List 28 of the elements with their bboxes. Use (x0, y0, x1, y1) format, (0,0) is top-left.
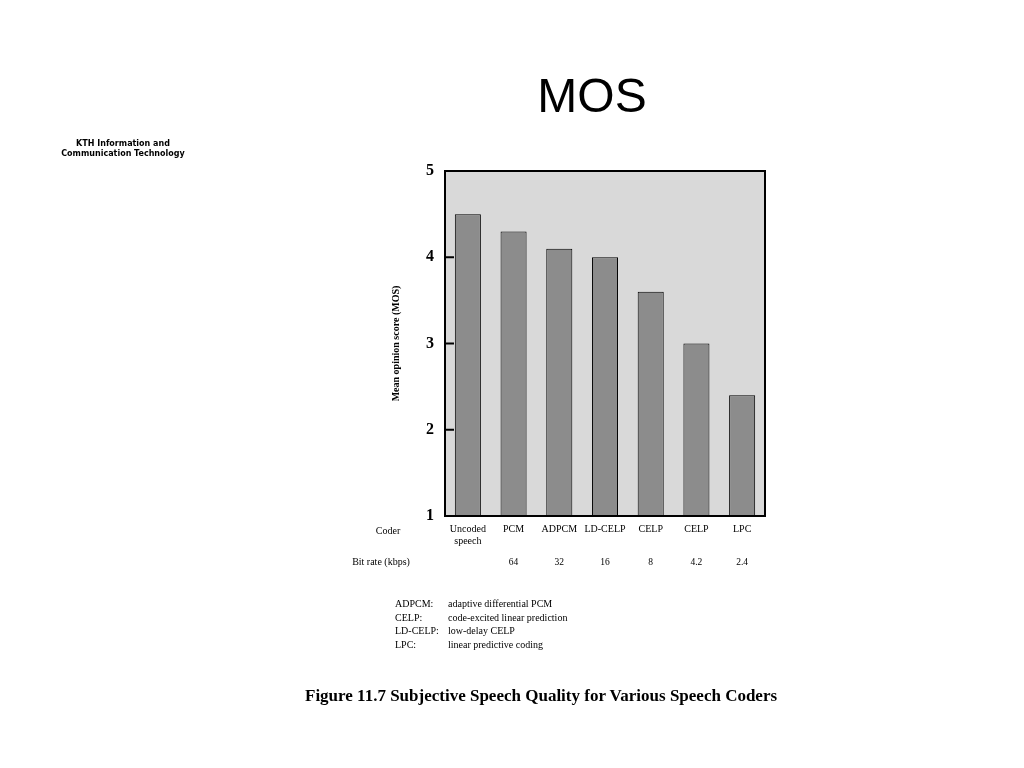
text: 32 (554, 556, 565, 567)
x-tick-label: PCM (503, 522, 525, 534)
chart-title: MOS (536, 68, 648, 124)
text: ADPCM: adaptive differential PCM (395, 598, 553, 609)
x-tick-label: ADPCM (541, 522, 578, 534)
text: KTH Information and Communication Technology (60, 139, 186, 159)
text: 64 (508, 556, 519, 567)
text: 2.4 (736, 556, 749, 567)
x-tick-label: LD-CELP (584, 522, 626, 534)
text: LD-CELP: low-delay CELP (395, 624, 515, 638)
text: 4.2 (690, 556, 703, 567)
y-tick-label: 2 (426, 419, 434, 437)
text: 16 (600, 556, 610, 567)
text: CELP: code-excited linear prediction (395, 611, 568, 623)
y-tick-label: 3 (426, 333, 434, 351)
y-tick-label: 1 (426, 506, 434, 524)
y-tick-label: 4 (426, 247, 434, 265)
x-tick-label: CELP (638, 522, 664, 534)
x-axis-title: Coder (375, 524, 401, 536)
y-tick-label: 5 (426, 161, 434, 179)
text: 8 (648, 556, 654, 567)
x-tick-label: Uncoded speech (449, 522, 486, 546)
text: LPC: linear predictive coding (395, 638, 543, 650)
x-tick-label: LPC (732, 522, 752, 534)
x-tick-label: CELP (684, 522, 710, 534)
caption: Figure 11.7 Subjective Speech Quality for Various Speech Coders (305, 686, 778, 706)
text: Bit rate (kbps) (352, 555, 410, 568)
y-axis-title: Mean opinion score (MOS) (389, 285, 402, 402)
